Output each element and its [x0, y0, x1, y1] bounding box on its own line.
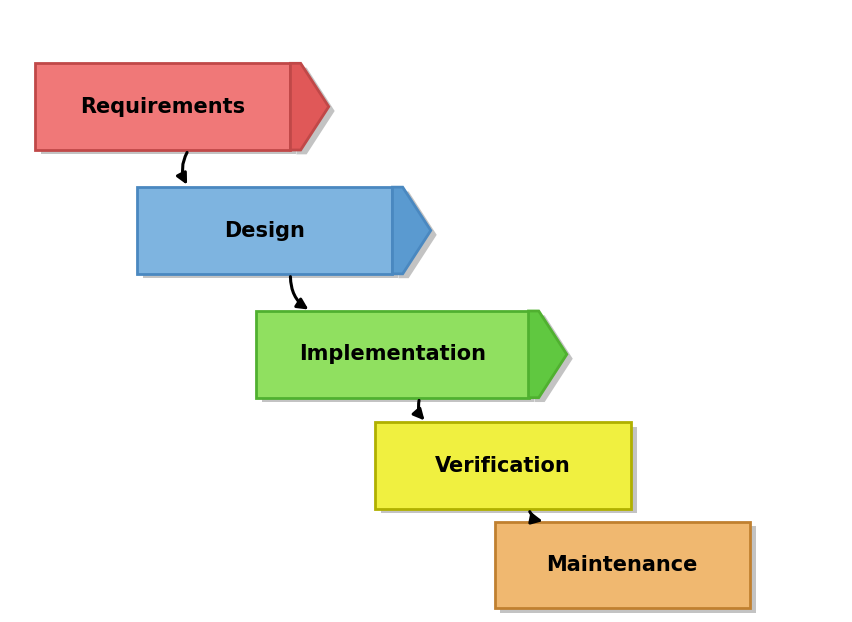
Text: Maintenance: Maintenance [546, 555, 697, 575]
FancyBboxPatch shape [41, 68, 296, 154]
Polygon shape [296, 68, 334, 154]
Polygon shape [398, 192, 436, 278]
Text: Requirements: Requirements [80, 96, 245, 117]
Polygon shape [291, 63, 328, 150]
FancyBboxPatch shape [381, 427, 636, 514]
Polygon shape [528, 311, 566, 397]
FancyBboxPatch shape [262, 315, 534, 402]
FancyBboxPatch shape [137, 187, 392, 274]
Polygon shape [534, 315, 572, 402]
FancyBboxPatch shape [500, 526, 755, 613]
Text: Verification: Verification [435, 456, 570, 476]
Text: Design: Design [224, 221, 305, 241]
FancyBboxPatch shape [143, 192, 398, 278]
Text: Implementation: Implementation [299, 345, 486, 364]
Polygon shape [392, 187, 430, 274]
FancyBboxPatch shape [375, 422, 630, 509]
FancyBboxPatch shape [256, 311, 528, 397]
FancyBboxPatch shape [35, 63, 291, 150]
FancyBboxPatch shape [494, 521, 749, 608]
